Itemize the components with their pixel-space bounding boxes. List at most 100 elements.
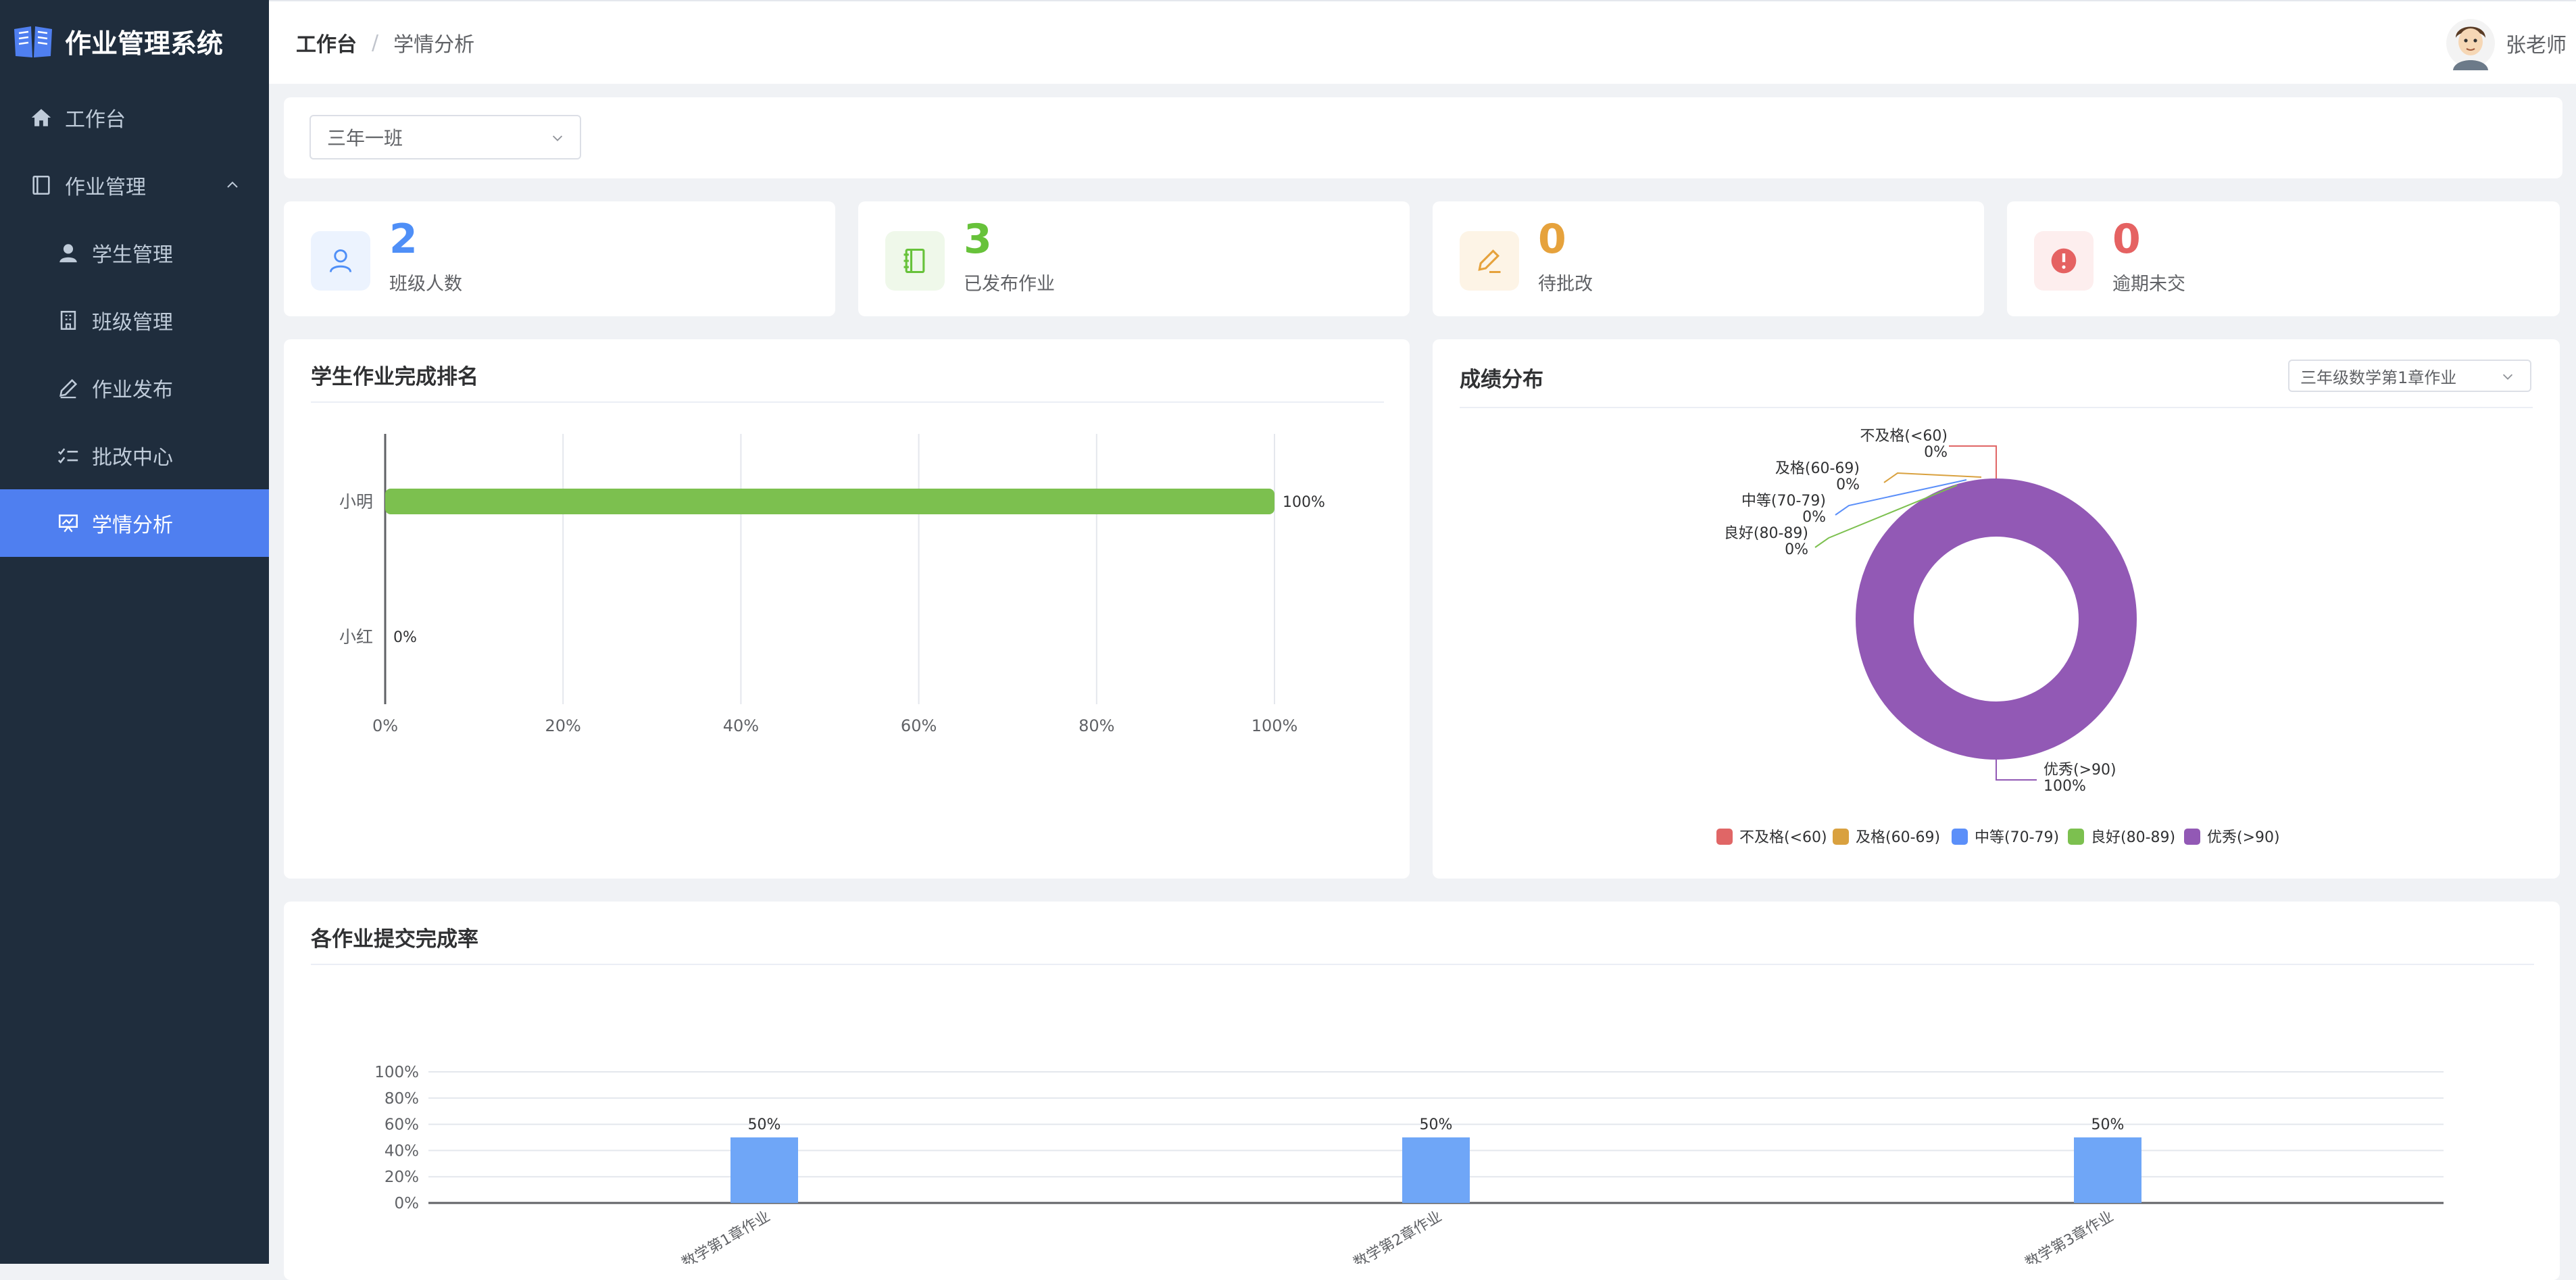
y-category-label: 小明 bbox=[339, 492, 373, 512]
user-menu[interactable]: 张老师 bbox=[2445, 16, 2567, 70]
class-select-value: 三年一班 bbox=[327, 127, 403, 149]
assignment-select[interactable]: 三年级数学第1章作业 bbox=[2288, 360, 2531, 392]
legend-swatch bbox=[2068, 829, 2084, 845]
slice-label: 不及格(<60) bbox=[1860, 428, 1948, 445]
bar-value-label: 0% bbox=[393, 629, 417, 646]
assignment-select-value: 三年级数学第1章作业 bbox=[2300, 368, 2457, 387]
bar-value-label: 50% bbox=[748, 1116, 781, 1133]
submission-chart: 0% 20% 40% 60% 80% 100% 50% 数学第1章作业 50% 数学第2章作业 50… bbox=[374, 1064, 2444, 1264]
submission-title: 各作业提交完成率 bbox=[311, 927, 478, 952]
sidebar-item-grading[interactable]: 批改中心 bbox=[0, 422, 269, 489]
pen-icon bbox=[1460, 231, 1519, 291]
legend-label: 不及格(<60) bbox=[1739, 829, 1827, 846]
slice-value-label: 0% bbox=[1785, 541, 1808, 558]
stat-value: 3 bbox=[964, 216, 992, 263]
y-tick-label: 0% bbox=[395, 1195, 420, 1212]
bar bbox=[730, 1137, 798, 1203]
bar-value-label: 100% bbox=[1283, 494, 1325, 511]
slice-value-label: 100% bbox=[2044, 778, 2086, 795]
stat-label: 待批改 bbox=[1538, 274, 1593, 295]
legend-label: 中等(70-79) bbox=[1975, 829, 2059, 846]
leader-line bbox=[1883, 472, 1982, 483]
x-category-label: 数学第1章作业 bbox=[679, 1208, 773, 1264]
legend-label: 良好(80-89) bbox=[2091, 829, 2175, 846]
class-select[interactable]: 三年一班 bbox=[309, 115, 581, 159]
stat-label: 班级人数 bbox=[389, 274, 462, 295]
user-icon bbox=[59, 244, 77, 263]
app-logo: 作业管理系统 bbox=[0, 0, 269, 84]
leader-line bbox=[1835, 479, 1967, 516]
building-icon bbox=[60, 310, 76, 330]
slice-label: 优秀(>90) bbox=[2044, 762, 2116, 779]
x-tick-label: 20% bbox=[545, 716, 581, 735]
bar-value-label: 50% bbox=[2091, 1116, 2125, 1133]
sidebar: 作业管理系统 工作台 作业管理 学生管理 班级管理 作业发布 批改中心 学情分析 bbox=[0, 0, 269, 1264]
sidebar-item-label: 作业发布 bbox=[92, 378, 173, 402]
breadcrumb-separator: / bbox=[372, 30, 379, 55]
sidebar-item-label: 学生管理 bbox=[92, 243, 173, 267]
y-tick-label: 100% bbox=[374, 1064, 419, 1081]
pie-slice bbox=[1856, 478, 2137, 760]
stat-value: 0 bbox=[2112, 216, 2141, 263]
slice-value-label: 0% bbox=[1802, 509, 1826, 526]
y-tick-label: 60% bbox=[385, 1116, 419, 1134]
sidebar-item-analysis[interactable]: 学情分析 bbox=[0, 489, 269, 557]
breadcrumb-current: 学情分析 bbox=[393, 33, 475, 57]
stat-value: 0 bbox=[1538, 216, 1566, 263]
stat-label: 已发布作业 bbox=[964, 274, 1055, 295]
sidebar-item-workbench[interactable]: 工作台 bbox=[0, 84, 269, 151]
notebook-icon bbox=[885, 231, 945, 291]
slice-value-label: 0% bbox=[1924, 444, 1948, 461]
breadcrumb-home[interactable]: 工作台 bbox=[296, 33, 357, 57]
home-icon bbox=[31, 109, 51, 126]
slice-value-label: 0% bbox=[1836, 476, 1860, 493]
ranking-card: 学生作业完成排名 0% 20% 40% 60% 80% 100% 小明 100% 小红 0% bbox=[284, 339, 1410, 879]
filter-card: 三年一班 bbox=[284, 97, 2562, 178]
distribution-title: 成绩分布 bbox=[1460, 368, 1543, 392]
bar bbox=[385, 489, 1274, 514]
book-logo-icon bbox=[14, 26, 52, 57]
sidebar-item-label: 批改中心 bbox=[92, 446, 173, 470]
sidebar-item-classes[interactable]: 班级管理 bbox=[0, 287, 269, 354]
bar bbox=[1402, 1137, 1470, 1203]
x-tick-label: 100% bbox=[1252, 716, 1298, 735]
presentation-icon bbox=[58, 514, 78, 533]
sidebar-item-label: 班级管理 bbox=[92, 311, 173, 335]
alert-icon bbox=[2034, 231, 2094, 291]
sidebar-item-students[interactable]: 学生管理 bbox=[0, 219, 269, 287]
divider bbox=[311, 401, 1384, 403]
legend-label: 优秀(>90) bbox=[2207, 829, 2280, 846]
book-icon bbox=[32, 175, 50, 195]
stat-card-overdue: 0 逾期未交 bbox=[2007, 201, 2560, 316]
sidebar-item-label: 工作台 bbox=[65, 108, 126, 132]
leader-line bbox=[1996, 760, 2037, 781]
y-tick-label: 40% bbox=[385, 1142, 419, 1160]
chevron-up-icon[interactable] bbox=[224, 177, 241, 193]
bar bbox=[2074, 1137, 2141, 1203]
x-tick-label: 60% bbox=[901, 716, 937, 735]
edit-icon bbox=[59, 378, 78, 399]
stat-card-published: 3 已发布作业 bbox=[858, 201, 1410, 316]
divider bbox=[311, 964, 2534, 965]
ranking-chart: 0% 20% 40% 60% 80% 100% 小明 100% 小红 0% bbox=[339, 434, 1325, 735]
avatar[interactable] bbox=[2445, 16, 2496, 70]
slice-label: 良好(80-89) bbox=[1724, 525, 1808, 542]
x-tick-label: 0% bbox=[372, 716, 398, 735]
x-category-label: 数学第2章作业 bbox=[1351, 1208, 1445, 1264]
slice-label: 及格(60-69) bbox=[1775, 460, 1860, 477]
top-header: 工作台 / 学情分析 张老师 bbox=[269, 0, 2576, 84]
sidebar-item-label: 学情分析 bbox=[92, 514, 173, 537]
app-title: 作业管理系统 bbox=[65, 29, 224, 59]
user-name: 张老师 bbox=[2506, 34, 2567, 57]
stat-value: 2 bbox=[389, 216, 418, 263]
y-tick-label: 20% bbox=[385, 1168, 419, 1186]
chevron-down-icon bbox=[552, 135, 563, 141]
legend-swatch bbox=[2184, 829, 2200, 845]
breadcrumb: 工作台 / 学情分析 bbox=[296, 28, 474, 57]
x-category-label: 数学第3章作业 bbox=[2023, 1208, 2116, 1264]
sidebar-item-publish[interactable]: 作业发布 bbox=[0, 354, 269, 422]
sidebar-item-homework-management[interactable]: 作业管理 bbox=[0, 151, 269, 219]
stat-card-pending: 0 待批改 bbox=[1433, 201, 1984, 316]
y-tick-label: 80% bbox=[385, 1090, 419, 1108]
legend-swatch bbox=[1716, 829, 1733, 845]
